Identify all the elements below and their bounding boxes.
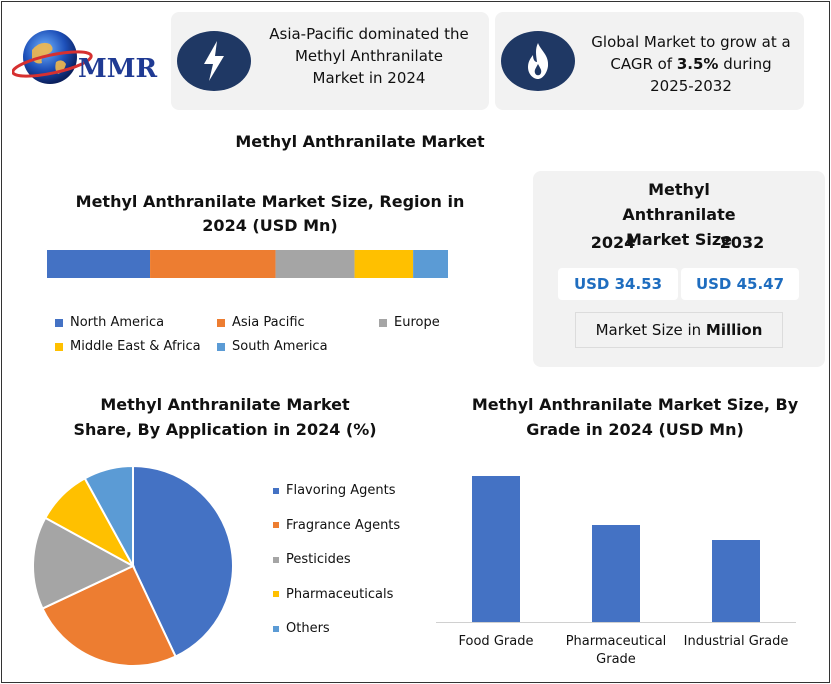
legend-label: Others (286, 621, 330, 636)
legend-label: Pharmaceuticals (286, 586, 394, 602)
region-legend-item: Europe (379, 315, 440, 330)
logo: MMR (11, 22, 162, 92)
value-start: USD 34.53 (558, 268, 678, 300)
grade-bar-industrial-grade (712, 540, 760, 622)
pie-slice-fragrance-agents (41, 564, 177, 667)
year-end-label: 2032 (719, 233, 765, 252)
grade-bar-pharmaceutical-grade (592, 525, 640, 622)
market-size-panel: Methyl Anthranilate Market Size 2024 203… (533, 171, 825, 367)
headline-card-cagr: Global Market to grow at a CAGR of 3.5% … (495, 12, 804, 110)
application-legend-item: Others (273, 621, 330, 636)
legend-label: Pesticides (286, 552, 351, 567)
region-bar-segment-middle-east-africa (354, 250, 414, 278)
legend-label: Fragrance Agents (286, 517, 401, 533)
cagr-text-before: Global Market to grow at a CAGR of (591, 33, 791, 73)
legend-swatch (273, 487, 279, 494)
flame-icon (501, 31, 575, 91)
region-bar-segment-europe (275, 250, 355, 278)
region-legend-item: North America (55, 315, 164, 330)
legend-swatch (217, 342, 225, 351)
legend-label: Asia Pacific (232, 315, 305, 330)
pie-slice-pesticides (32, 516, 136, 610)
legend-swatch (55, 318, 63, 327)
region-stacked-bar (47, 250, 448, 278)
grade-chart-title: Methyl Anthranilate Market Size, By Grad… (471, 395, 799, 439)
application-legend-item: Flavoring Agents (273, 483, 396, 498)
logo-text: MMR (78, 54, 158, 84)
region-bar-segment-south-america (413, 250, 448, 278)
legend-label: Flavoring Agents (286, 483, 396, 498)
legend-swatch (379, 318, 387, 327)
legend-swatch (273, 591, 279, 597)
region-legend-item: Middle East & Africa (55, 339, 201, 354)
headline-cagr-text: Global Market to grow at a CAGR of 3.5% … (591, 31, 791, 97)
application-chart-title: Methyl Anthranilate Market Share, By App… (73, 395, 377, 439)
market-size-note: Market Size in Million (575, 312, 783, 348)
value-end: USD 45.47 (681, 268, 799, 300)
market-size-title: Methyl Anthranilate Market Size (622, 180, 736, 249)
grade-tick-label: Industrial Grade (684, 634, 789, 649)
year-start-label: 2024 (590, 233, 636, 252)
note-bold: Million (705, 321, 763, 339)
cagr-value: 3.5% (676, 55, 719, 73)
grade-tick-label: Pharmaceutical Grade (566, 634, 667, 667)
cagr-text-after: during 2025-2032 (650, 55, 772, 95)
legend-label: Europe (394, 315, 440, 330)
region-legend-item: South America (217, 339, 328, 354)
legend-label: North America (70, 315, 165, 330)
globe-logo-icon (11, 30, 93, 84)
pie-slice-others (83, 464, 134, 567)
region-legend-item: Asia Pacific (217, 315, 305, 330)
legend-swatch (273, 625, 279, 632)
grade-bar-chart: Food Grade Pharmaceutical Grade Industrial … (436, 476, 796, 667)
region-bar-segment-north-america (47, 250, 151, 278)
legend-label: Middle East & Africa (70, 339, 201, 354)
legend-swatch (273, 556, 279, 563)
headline-card-region: Asia-Pacific dominated the Methyl Anthra… (171, 12, 489, 110)
main-title: Methyl Anthranilate Market (235, 132, 485, 151)
headline-region-text: Asia-Pacific dominated the Methyl Anthra… (269, 25, 469, 87)
application-legend-item: Pesticides (273, 552, 351, 567)
legend-swatch (55, 342, 63, 351)
legend-label: South America (232, 339, 328, 354)
application-legend-item: Pharmaceuticals (273, 587, 393, 602)
application-legend-item: Fragrance Agents (273, 518, 400, 533)
note-prefix: Market Size in (595, 321, 706, 339)
legend-swatch (273, 522, 279, 528)
region-bar-segment-asia-pacific (150, 250, 276, 278)
grade-bar-food-grade (472, 476, 520, 622)
lightning-icon (177, 31, 251, 91)
legend-swatch (217, 318, 225, 327)
pie-slice-flavoring-agents (132, 464, 234, 658)
application-pie-chart (32, 464, 234, 667)
grade-tick-label: Food Grade (459, 634, 534, 649)
region-chart-title: Methyl Anthranilate Market Size, Region … (75, 192, 465, 235)
